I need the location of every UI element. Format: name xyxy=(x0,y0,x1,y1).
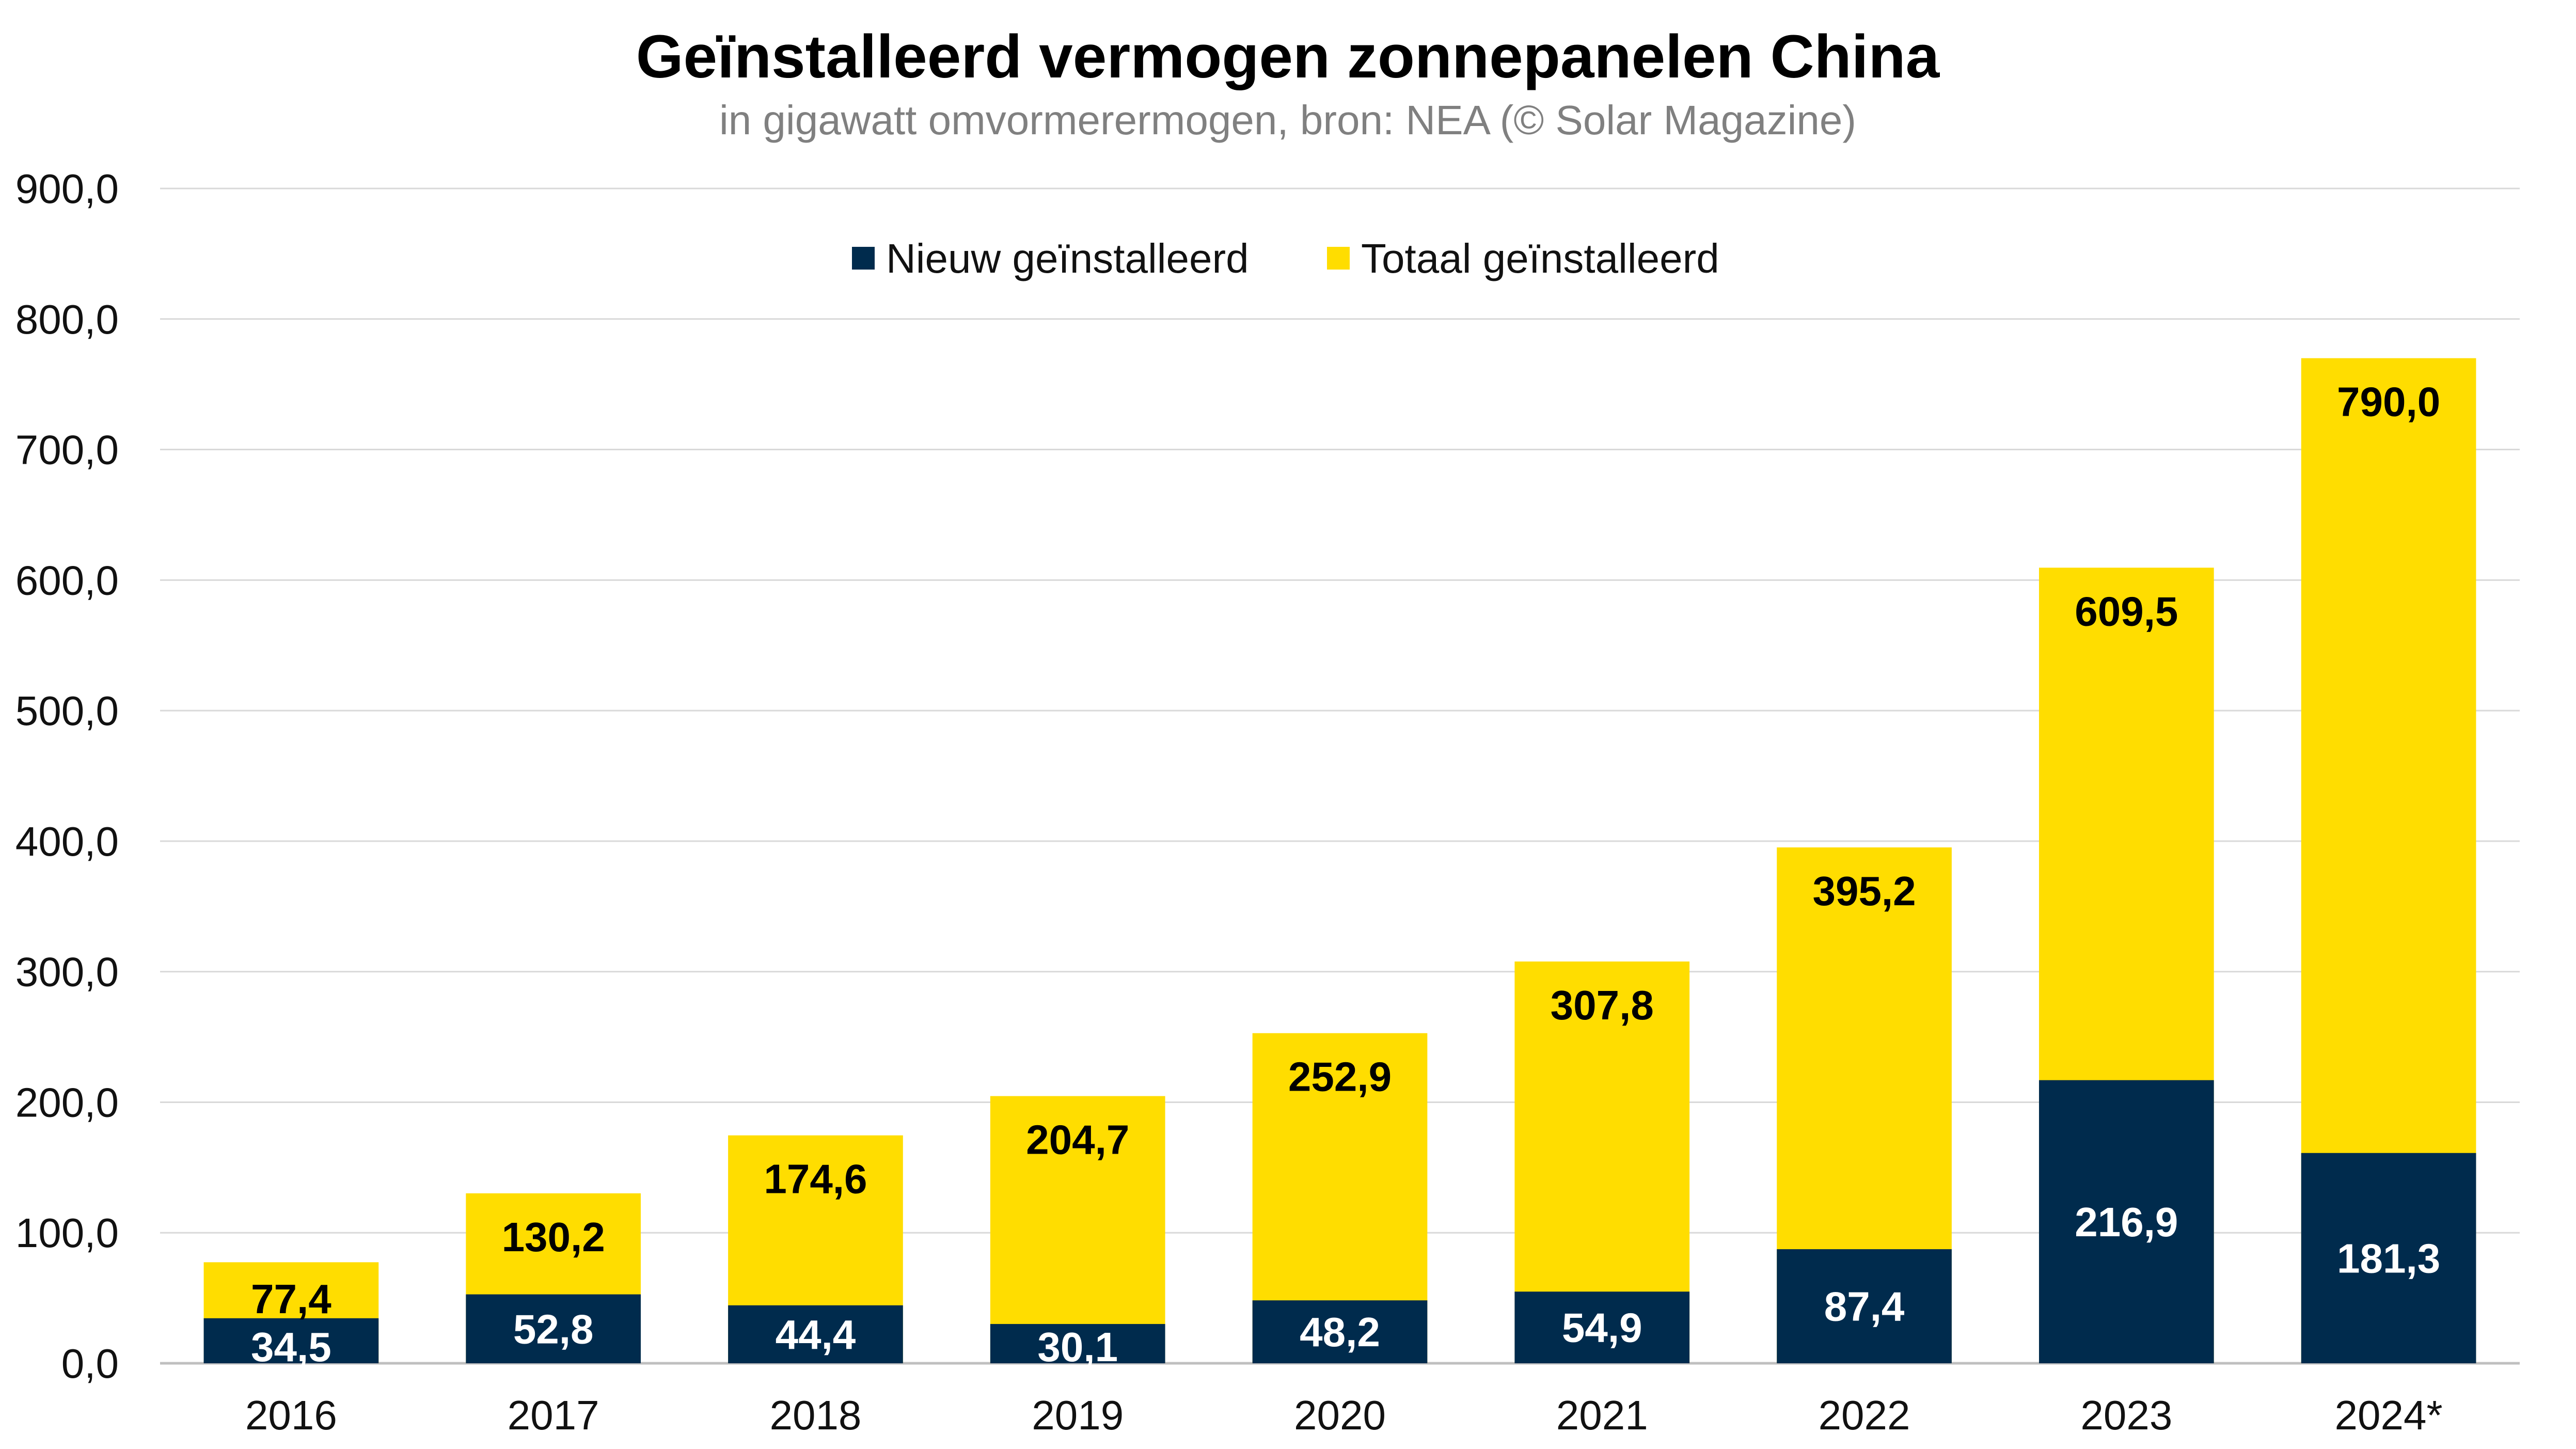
y-tick-label: 500,0 xyxy=(15,688,119,734)
bar-nieuw-2018 xyxy=(728,1305,903,1363)
y-tick-label: 700,0 xyxy=(15,427,119,473)
data-label-totaal-2019: 204,7 xyxy=(1026,1117,1129,1163)
y-tick-label: 0,0 xyxy=(61,1341,119,1387)
data-label-totaal-2023: 609,5 xyxy=(2075,588,2178,634)
x-tick-label: 2023 xyxy=(2080,1392,2172,1438)
data-label-nieuw-2023: 216,9 xyxy=(2075,1199,2178,1245)
data-label-totaal-2021: 307,8 xyxy=(1551,982,1654,1028)
bars: 77,434,5 130,2 52,8 174,6 44,4 204,7 30,1 252,9… xyxy=(203,358,2476,1370)
x-tick-label: 2019 xyxy=(1032,1392,1124,1438)
data-label-totaal-2024*: 790,0 xyxy=(2337,379,2440,425)
data-label-nieuw-2022: 87,4 xyxy=(1824,1284,1905,1330)
bar-nieuw-2019 xyxy=(990,1324,1165,1363)
chart-subtitle: in gigawatt omvormerermogen, bron: NEA (… xyxy=(719,97,1856,143)
x-axis: 2016 2017 2018 2019 2020 2021 2022 2023 2024* xyxy=(245,1392,2443,1438)
y-tick-label: 400,0 xyxy=(15,818,119,864)
bar-nieuw-2024* xyxy=(2301,1153,2476,1363)
legend-swatch-nieuw xyxy=(852,247,875,270)
y-tick-label: 800,0 xyxy=(15,296,119,342)
bar-nieuw-2023 xyxy=(2038,1080,2214,1363)
data-label-nieuw-2017: 52,8 xyxy=(513,1306,594,1352)
x-tick-label: 2024* xyxy=(2335,1392,2443,1438)
legend-label-totaal: Totaal geïnstalleerd xyxy=(1361,235,1719,281)
bar-totaal-2019 xyxy=(990,1096,1165,1363)
data-label-totaal-2018: 174,6 xyxy=(764,1156,867,1202)
data-label-nieuw-2020: 48,2 xyxy=(1300,1309,1380,1355)
data-label-nieuw-2021: 54,9 xyxy=(1562,1305,1642,1351)
x-tick-label: 2018 xyxy=(769,1392,861,1438)
x-tick-label: 2022 xyxy=(1819,1392,1910,1438)
data-label-nieuw-2016: 34,5 xyxy=(251,1324,331,1370)
x-tick-label: 2021 xyxy=(1556,1392,1648,1438)
y-tick-label: 200,0 xyxy=(15,1079,119,1125)
bar-nieuw-2021 xyxy=(1514,1292,1690,1363)
bar-nieuw-2020 xyxy=(1252,1300,1428,1363)
data-label-totaal-2016: 77,4 xyxy=(251,1276,331,1322)
data-label-nieuw-2024*: 181,3 xyxy=(2337,1235,2440,1281)
legend: Nieuw geïnstalleerd Totaal geïnstalleerd xyxy=(852,235,1719,281)
bar-nieuw-2017 xyxy=(466,1294,641,1363)
y-tick-label: 100,0 xyxy=(15,1210,119,1256)
chart-title: Geïnstalleerd vermogen zonnepanelen Chin… xyxy=(636,23,1940,91)
data-label-totaal-2022: 395,2 xyxy=(1812,868,1916,914)
x-tick-label: 2020 xyxy=(1294,1392,1386,1438)
bar-nieuw-2022 xyxy=(1777,1249,1952,1363)
data-label-nieuw-2019: 30,1 xyxy=(1037,1324,1118,1370)
y-tick-label: 900,0 xyxy=(15,166,119,212)
data-label-totaal-2020: 252,9 xyxy=(1288,1054,1392,1100)
x-tick-label: 2016 xyxy=(245,1392,337,1438)
y-tick-label: 600,0 xyxy=(15,557,119,603)
data-label-totaal-2017: 130,2 xyxy=(502,1214,605,1260)
legend-label-nieuw: Nieuw geïnstalleerd xyxy=(886,235,1249,281)
bar-nieuw-2016 xyxy=(203,1318,379,1363)
y-tick-label: 300,0 xyxy=(15,949,119,995)
x-tick-label: 2017 xyxy=(508,1392,599,1438)
legend-swatch-totaal xyxy=(1327,247,1350,270)
data-label-nieuw-2018: 44,4 xyxy=(776,1312,856,1358)
y-axis: 0,0 100,0 200,0 300,0 400,0 500,0 600,0 700,0 80… xyxy=(15,166,119,1387)
